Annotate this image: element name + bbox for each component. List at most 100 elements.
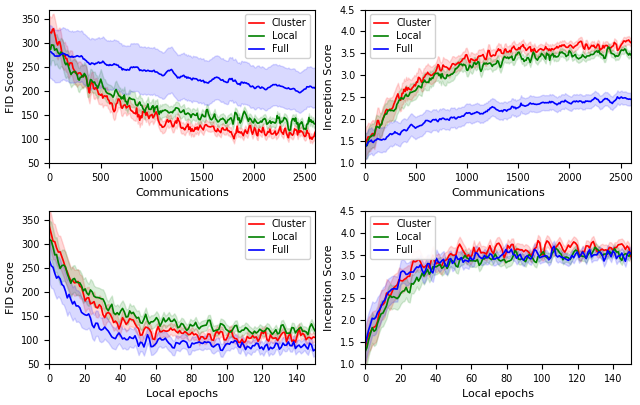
Full bbox=[393, 130, 401, 135]
Full bbox=[575, 98, 583, 103]
Full bbox=[616, 96, 623, 101]
Cluster bbox=[84, 86, 92, 91]
Cluster bbox=[159, 125, 166, 130]
Full bbox=[133, 338, 141, 343]
Local bbox=[285, 128, 293, 133]
Local bbox=[45, 237, 53, 242]
Full bbox=[45, 49, 53, 54]
Local bbox=[301, 126, 308, 131]
Full bbox=[300, 87, 308, 92]
Cluster bbox=[500, 255, 508, 260]
Local bbox=[45, 45, 53, 50]
Cluster bbox=[473, 58, 481, 63]
Full bbox=[310, 348, 317, 353]
Full bbox=[361, 343, 369, 347]
Full bbox=[151, 343, 159, 347]
Local bbox=[311, 328, 319, 333]
Cluster bbox=[511, 249, 518, 254]
Line: Full: Full bbox=[49, 260, 315, 351]
Full bbox=[614, 94, 621, 99]
Local bbox=[133, 315, 141, 320]
Cluster bbox=[449, 253, 456, 258]
Cluster bbox=[614, 47, 622, 52]
Full bbox=[156, 72, 164, 77]
Cluster bbox=[267, 333, 275, 337]
Line: Local: Local bbox=[49, 45, 315, 131]
Local bbox=[467, 258, 474, 263]
X-axis label: Communications: Communications bbox=[451, 188, 545, 198]
Local bbox=[151, 318, 159, 323]
Full bbox=[361, 144, 369, 149]
Full bbox=[229, 340, 237, 345]
Local bbox=[311, 122, 319, 126]
Local bbox=[157, 110, 165, 115]
Legend: Cluster, Local, Full: Cluster, Local, Full bbox=[370, 15, 435, 58]
Full bbox=[473, 109, 481, 114]
Y-axis label: Inception Score: Inception Score bbox=[324, 43, 334, 130]
Local bbox=[159, 108, 166, 113]
Cluster bbox=[399, 91, 407, 96]
Y-axis label: FID Score: FID Score bbox=[6, 261, 15, 314]
Full bbox=[296, 90, 303, 95]
Full bbox=[45, 258, 53, 263]
Cluster bbox=[229, 334, 237, 339]
Local bbox=[361, 349, 369, 354]
Local bbox=[473, 61, 481, 66]
Local bbox=[511, 248, 518, 253]
Line: Cluster: Cluster bbox=[49, 227, 315, 343]
Cluster bbox=[627, 40, 635, 45]
Cluster bbox=[261, 132, 269, 137]
Full bbox=[545, 258, 552, 262]
Cluster bbox=[361, 346, 369, 351]
Cluster bbox=[45, 29, 53, 34]
Local bbox=[449, 258, 456, 263]
Line: Cluster: Cluster bbox=[365, 40, 631, 145]
Cluster bbox=[472, 57, 480, 62]
Local bbox=[575, 56, 583, 61]
Full bbox=[399, 128, 407, 133]
Full bbox=[449, 261, 456, 266]
Local bbox=[627, 52, 635, 57]
Full bbox=[265, 347, 273, 352]
Cluster bbox=[393, 94, 401, 99]
Line: Full: Full bbox=[365, 97, 631, 146]
Cluster bbox=[361, 143, 369, 147]
Local bbox=[47, 43, 55, 47]
Full bbox=[77, 53, 85, 58]
Line: Full: Full bbox=[49, 51, 315, 93]
Local bbox=[84, 84, 92, 89]
Cluster bbox=[627, 254, 635, 259]
Cluster bbox=[50, 26, 58, 31]
X-axis label: Communications: Communications bbox=[136, 188, 229, 198]
Full bbox=[627, 97, 635, 102]
Local bbox=[580, 254, 588, 259]
Full bbox=[195, 339, 203, 344]
Legend: Cluster, Local, Full: Cluster, Local, Full bbox=[245, 215, 310, 259]
Local bbox=[399, 97, 407, 102]
Legend: Cluster, Local, Full: Cluster, Local, Full bbox=[370, 215, 435, 259]
Line: Full: Full bbox=[365, 246, 631, 345]
Line: Local: Local bbox=[365, 247, 631, 352]
Local bbox=[229, 326, 237, 331]
Full bbox=[627, 251, 635, 256]
Cluster bbox=[185, 332, 193, 337]
Local bbox=[304, 332, 312, 337]
Local bbox=[195, 326, 203, 331]
Cluster bbox=[45, 224, 53, 229]
Cluster bbox=[311, 130, 319, 135]
Cluster bbox=[308, 137, 316, 142]
Local bbox=[361, 144, 369, 149]
Cluster bbox=[300, 133, 308, 138]
Y-axis label: Inception Score: Inception Score bbox=[324, 244, 334, 330]
Legend: Cluster, Local, Full: Cluster, Local, Full bbox=[245, 15, 310, 58]
Cluster bbox=[547, 243, 554, 248]
Cluster bbox=[582, 243, 590, 248]
Cluster bbox=[311, 335, 319, 340]
Cluster bbox=[467, 255, 474, 260]
Local bbox=[591, 245, 599, 250]
X-axis label: Local epochs: Local epochs bbox=[147, 390, 218, 399]
Full bbox=[511, 252, 518, 257]
Cluster bbox=[195, 338, 203, 343]
Local bbox=[605, 45, 613, 50]
Full bbox=[84, 60, 92, 65]
